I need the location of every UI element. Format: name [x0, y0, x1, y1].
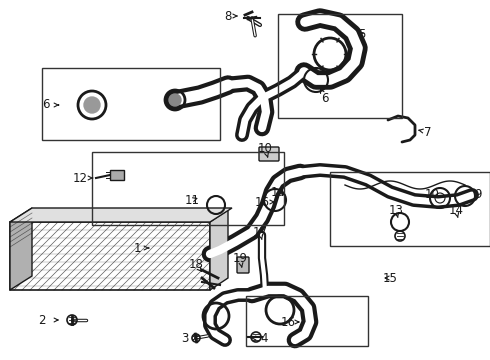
Text: 5: 5 — [358, 28, 366, 41]
Bar — [42, 68, 220, 140]
Text: 10: 10 — [258, 141, 272, 154]
Text: 11: 11 — [185, 194, 199, 207]
Text: 4: 4 — [260, 332, 268, 345]
Text: 16: 16 — [280, 315, 295, 328]
Bar — [278, 14, 402, 118]
Text: 6: 6 — [321, 91, 329, 104]
Text: 16: 16 — [254, 195, 270, 208]
Text: 12: 12 — [73, 171, 88, 184]
Text: 3: 3 — [181, 332, 189, 345]
Text: 17: 17 — [252, 225, 268, 238]
Text: 1: 1 — [133, 242, 141, 255]
Bar — [330, 172, 490, 246]
Text: 9: 9 — [474, 188, 482, 201]
Text: 6: 6 — [42, 99, 50, 112]
Text: 14: 14 — [448, 203, 464, 216]
Bar — [246, 296, 368, 346]
FancyBboxPatch shape — [237, 257, 249, 273]
Polygon shape — [210, 210, 228, 290]
Polygon shape — [10, 208, 232, 222]
Text: 10: 10 — [424, 188, 440, 201]
Text: 13: 13 — [389, 203, 403, 216]
Bar — [10, 222, 210, 290]
Text: 19: 19 — [232, 252, 247, 265]
Bar — [92, 152, 284, 225]
Text: 7: 7 — [424, 126, 432, 139]
Text: 8: 8 — [224, 9, 232, 22]
FancyBboxPatch shape — [259, 147, 279, 161]
Circle shape — [169, 94, 181, 106]
Bar — [110, 170, 124, 180]
Text: 14: 14 — [270, 186, 286, 199]
Text: 15: 15 — [383, 271, 397, 284]
Circle shape — [84, 97, 100, 113]
Polygon shape — [10, 208, 32, 290]
Text: 2: 2 — [38, 314, 46, 327]
Text: 18: 18 — [189, 258, 203, 271]
